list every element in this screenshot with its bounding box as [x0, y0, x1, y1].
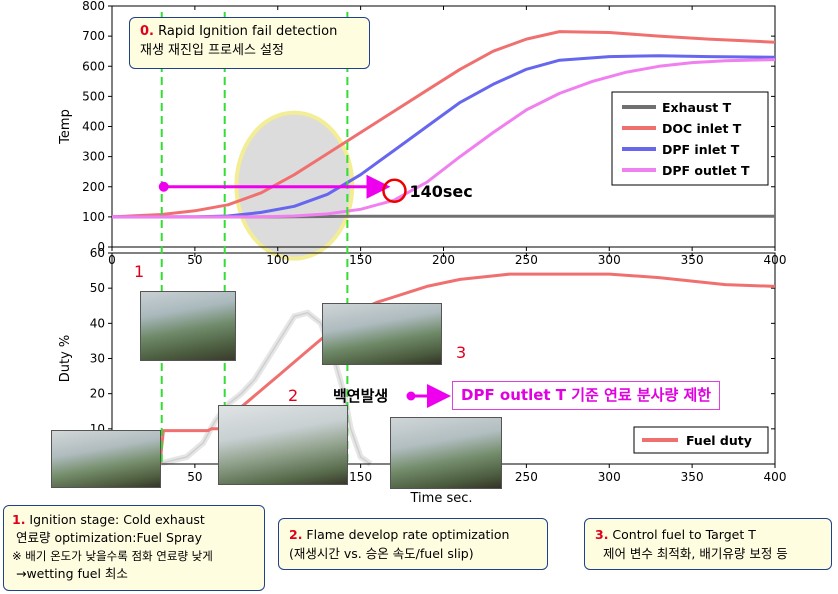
top-legend-label: Exhaust T: [662, 100, 732, 115]
stage1-label: 1: [134, 262, 145, 281]
bottom-y-tick-label: 20: [90, 387, 105, 401]
bottom-y-tick-label: 60: [90, 246, 105, 260]
bottom-y-tick-label: 50: [90, 281, 105, 295]
fuel-limit-callout: DPF outlet T 기준 연료 분사량 제한: [452, 381, 721, 410]
bottom-legend-label: Fuel duty: [686, 433, 752, 448]
note3-num: 3.: [595, 527, 609, 542]
note-flame-develop: 2. Flame develop rate optimization (재생시간…: [278, 518, 548, 570]
note-rapid-ignition-line1: Rapid Ignition fail detection: [153, 24, 338, 39]
bottom-x-tick-label: 250: [515, 470, 538, 484]
smoke-arrow-dot: [406, 391, 416, 401]
top-y-tick-label: 300: [82, 150, 105, 164]
top-legend-label: DPF outlet T: [662, 163, 750, 178]
photo-stage3-upper: [322, 303, 442, 365]
top-series-doc-inlet-t: [111, 30, 776, 219]
bottom-x-axis-label: Time sec.: [410, 491, 473, 506]
top-x-tick-label: 300: [598, 253, 621, 267]
top-series-dpf-inlet-t: [112, 54, 776, 219]
note3-line1: Control fuel to Target T: [608, 527, 756, 542]
smoke-label: 백연발생: [333, 387, 389, 405]
note-control-fuel: 3. Control fuel to Target T 제어 변수 최적화, 배…: [584, 518, 832, 570]
note1-line3: ※ 배기 온도가 낮을수록 점화 연료량 낮게: [12, 549, 213, 563]
bottom-y-tick-label: 30: [90, 352, 105, 366]
note1-line4: →wetting fuel 최소: [15, 566, 128, 581]
stage2-label: 2: [288, 386, 299, 405]
photo-stage1-lower: [51, 430, 161, 488]
photo-stage2: [218, 405, 348, 485]
top-y-tick-label: 400: [82, 120, 105, 134]
note-rapid-ignition-num: 0.: [140, 24, 154, 39]
note2-line1: Flame develop rate optimization: [302, 527, 510, 542]
ghost-curve-edge: [148, 311, 372, 465]
top-x-tick-label: 150: [349, 253, 372, 267]
top-y-tick-label: 0: [97, 240, 105, 254]
top-y-tick-label: 200: [82, 180, 105, 194]
top-y-tick-label: 500: [82, 89, 105, 103]
note3-line2: 제어 변수 최적화, 배기유량 보정 등: [602, 546, 788, 561]
bottom-y-tick-label: 40: [90, 316, 105, 330]
photo-stage3-lower: [390, 417, 502, 489]
top-y-tick-label: 800: [82, 0, 105, 13]
top-x-tick-label: 350: [681, 253, 704, 267]
top-y-tick-label: 700: [82, 29, 105, 43]
top-legend-label: DOC inlet T: [662, 121, 742, 136]
bottom-x-tick-label: 300: [598, 470, 621, 484]
note-rapid-ignition-line2: 재생 재진입 프로세스 설정: [140, 43, 284, 58]
bottom-x-tick-label: 350: [681, 470, 704, 484]
note2-line2: (재생시간 vs. 승온 속도/fuel slip): [289, 546, 474, 561]
bottom-y-axis-label: Duty %: [58, 335, 73, 383]
note1-line2: 연료량 optimization:Fuel Spray: [15, 530, 203, 545]
stage3-label: 3: [456, 343, 467, 362]
note-rapid-ignition: 0. Rapid Ignition fail detection 재생 재진입 …: [129, 17, 370, 69]
note1-num: 1.: [12, 512, 26, 527]
top-y-axis-label: Temp: [58, 109, 73, 145]
top-y-tick-label: 600: [82, 59, 105, 73]
top-y-tick-label: 100: [82, 210, 105, 224]
marker-label: 140sec: [409, 182, 472, 201]
top-x-tick-label: 50: [187, 253, 202, 267]
note2-num: 2.: [289, 527, 303, 542]
bottom-x-tick-label: 400: [764, 470, 787, 484]
photo-stage1-upper: [140, 291, 236, 361]
note-ignition-stage: 1. Ignition stage: Cold exhaust 연료량 opti…: [3, 505, 265, 591]
top-x-tick-label: 250: [515, 253, 538, 267]
note1-line1: Ignition stage: Cold exhaust: [25, 512, 205, 527]
top-x-tick-label: 200: [432, 253, 455, 267]
bottom-x-tick-label: 50: [187, 470, 202, 484]
marker-circle: [382, 178, 407, 203]
bottom-x-tick-label: 150: [349, 470, 372, 484]
top-x-tick-label: 100: [266, 253, 289, 267]
top-series-dpf-outlet-t: [112, 58, 776, 219]
top-legend-label: DPF inlet T: [662, 142, 740, 157]
